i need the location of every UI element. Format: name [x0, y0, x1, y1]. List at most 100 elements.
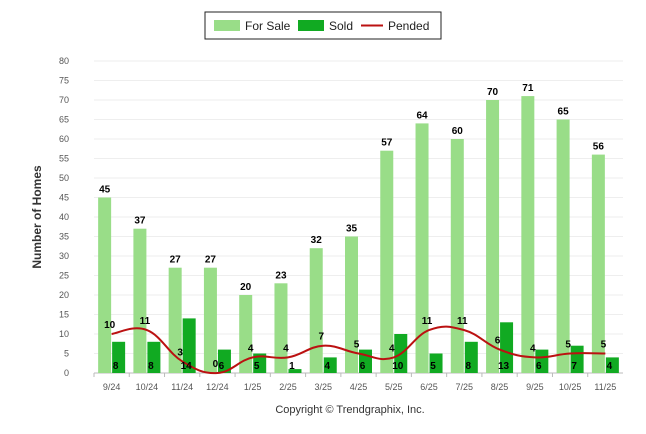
x-tick-label: 10/25 [559, 382, 582, 392]
y-tick-label: 60 [59, 134, 69, 144]
bar-for-sale [486, 100, 500, 373]
bar-sold [464, 341, 478, 373]
label-sold: 10 [392, 361, 404, 372]
bar-sold [323, 357, 337, 373]
pended-line-layer [111, 325, 606, 375]
label-pended: 5 [601, 340, 607, 351]
bar-sold [112, 341, 126, 373]
bar-sold [500, 322, 514, 373]
label-pended: 5 [354, 340, 360, 351]
x-tick-label: 4/25 [350, 382, 368, 392]
label-pended: 4 [530, 343, 536, 354]
label-for-sale: 35 [346, 224, 358, 235]
y-tick-label: 25 [59, 271, 69, 281]
label-pended: 10 [104, 320, 116, 331]
bar-sold [535, 349, 549, 373]
label-sold: 7 [571, 361, 577, 372]
bar-sold [605, 357, 619, 373]
x-tick-label: 10/24 [136, 382, 159, 392]
legend-label-sold: Sold [329, 19, 353, 33]
x-tick-label: 1/25 [244, 382, 262, 392]
bar-for-sale [591, 154, 605, 373]
bar-sold [147, 341, 161, 373]
bar-for-sale [380, 150, 394, 373]
bar-for-sale [168, 267, 182, 373]
label-for-sale: 27 [205, 255, 217, 266]
bar-for-sale [239, 295, 253, 373]
label-sold: 14 [181, 361, 193, 372]
label-for-sale: 32 [311, 235, 323, 246]
label-sold: 8 [466, 361, 472, 372]
label-sold: 13 [498, 361, 510, 372]
legend-swatch-for-sale [214, 20, 240, 31]
label-sold: 5 [430, 361, 436, 372]
x-tick-label: 11/25 [594, 382, 616, 392]
bar-sold [253, 353, 267, 373]
bar-for-sale [274, 283, 288, 373]
y-tick-label: 65 [59, 115, 69, 125]
label-for-sale: 65 [558, 107, 570, 118]
bar-for-sale [345, 236, 358, 373]
label-for-sale: 70 [487, 87, 499, 98]
label-for-sale: 56 [593, 142, 605, 153]
bars [98, 96, 619, 374]
x-axis-ticks: 9/24 10/24 11/24 12/24 1/25 2/25 3/25 4/25 5/25 6… [93, 373, 616, 392]
label-pended: 4 [389, 343, 395, 354]
y-tick-label: 55 [59, 154, 69, 164]
y-tick-label: 75 [59, 76, 69, 86]
bar-for-sale [556, 119, 570, 373]
label-sold: 4 [607, 361, 613, 372]
label-pended: 11 [140, 316, 151, 327]
label-sold: 1 [289, 361, 295, 372]
label-sold: 8 [148, 361, 154, 372]
x-tick-label: 5/25 [385, 382, 403, 392]
label-for-sale: 71 [522, 83, 534, 94]
label-for-sale: 20 [240, 282, 252, 293]
grid-lines [94, 60, 623, 374]
label-pended: 4 [283, 343, 289, 354]
legend-swatch-sold [298, 20, 324, 31]
copyright-footer: Copyright © Trendgraphix, Inc. [275, 404, 424, 416]
label-pended: 0 [213, 359, 219, 370]
label-for-sale: 37 [134, 216, 146, 227]
x-tick-label: 9/24 [103, 382, 121, 392]
label-for-sale: 45 [99, 185, 111, 196]
y-axis-title: Number of Homes [30, 165, 44, 269]
y-axis-ticks: 0 5 10 15 20 25 30 35 40 45 50 55 60 65 70 75 80 [59, 56, 69, 378]
label-sold: 5 [254, 361, 260, 372]
x-tick-label: 9/25 [526, 382, 544, 392]
label-for-sale: 23 [275, 270, 287, 281]
y-tick-label: 0 [64, 368, 69, 378]
y-tick-label: 45 [59, 193, 69, 203]
y-tick-label: 70 [59, 95, 69, 105]
y-tick-label: 80 [59, 56, 69, 66]
x-tick-label: 12/24 [206, 382, 229, 392]
y-tick-label: 40 [59, 212, 69, 222]
label-for-sale: 57 [381, 138, 393, 149]
label-for-sale: 60 [452, 126, 464, 137]
label-for-sale: 64 [416, 110, 428, 121]
label-sold: 6 [219, 361, 225, 372]
x-tick-label: 8/25 [491, 382, 509, 392]
bar-sold [288, 369, 302, 373]
label-pended: 6 [495, 336, 501, 347]
pended-line [111, 325, 606, 375]
y-tick-label: 15 [59, 310, 69, 320]
label-pended: 11 [457, 316, 468, 327]
label-sold: 8 [113, 361, 119, 372]
legend-label-pended: Pended [388, 19, 429, 33]
bar-for-sale [98, 197, 112, 373]
label-sold: 6 [536, 361, 542, 372]
label-pended: 11 [422, 316, 433, 327]
label-pended: 5 [565, 340, 571, 351]
bar-for-sale [521, 96, 535, 373]
label-pended: 3 [177, 347, 183, 358]
bar-sold [429, 353, 443, 373]
bar-sold [217, 349, 231, 373]
y-tick-label: 50 [59, 173, 69, 183]
bar-sold [182, 318, 196, 373]
x-tick-label: 6/25 [420, 382, 438, 392]
label-sold: 4 [324, 361, 330, 372]
